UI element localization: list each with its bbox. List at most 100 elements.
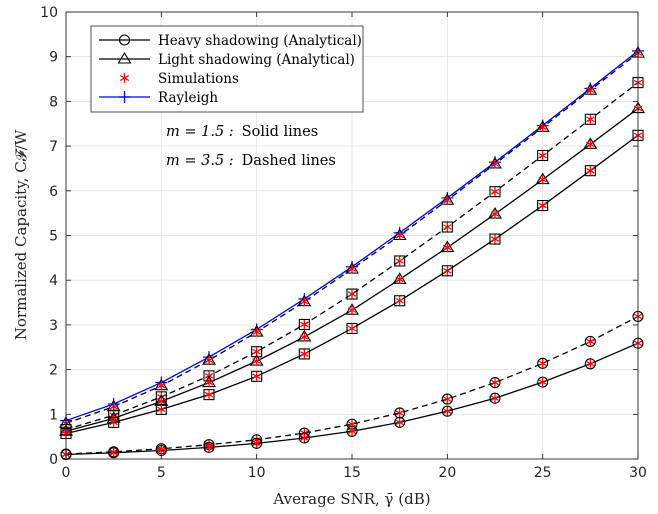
y-axis-label: Normalized Capacity, C𝓕/W bbox=[12, 129, 30, 340]
circle-marker bbox=[346, 425, 358, 437]
simulation-asterisk bbox=[347, 428, 357, 435]
simulation-asterisk bbox=[109, 449, 118, 456]
circle-marker bbox=[537, 357, 549, 369]
y-tick-label: 7 bbox=[49, 139, 58, 155]
simulation-asterisk bbox=[252, 329, 261, 335]
square-marker bbox=[489, 233, 501, 245]
simulation-asterisk bbox=[252, 348, 261, 355]
y-tick-label: 5 bbox=[49, 229, 58, 245]
simulation-asterisk bbox=[443, 197, 452, 203]
annotation-solid-text: Solid lines bbox=[242, 124, 318, 140]
legend-entry-light: Light shadowing (Analytical) bbox=[99, 51, 355, 68]
simulation-asterisk bbox=[538, 152, 547, 159]
simulation-asterisk bbox=[586, 167, 595, 174]
simulation-asterisk bbox=[300, 351, 309, 357]
simulation-asterisk bbox=[538, 360, 547, 367]
simulation-asterisk bbox=[157, 447, 166, 454]
simulation-asterisk bbox=[395, 276, 404, 283]
simulation-asterisk bbox=[157, 406, 166, 413]
simulation-asterisk bbox=[204, 444, 214, 451]
circle-marker bbox=[584, 335, 596, 347]
simulation-asterisk bbox=[490, 161, 500, 167]
simulation-asterisk bbox=[538, 176, 547, 183]
square-marker bbox=[537, 200, 549, 212]
square-marker bbox=[298, 348, 310, 360]
simulation-asterisk bbox=[586, 361, 595, 367]
simulation-asterisk bbox=[347, 325, 357, 332]
axis-ticks: 0 5 10 15 20 25 30 0 1 2 3 4 5 6 7 8 9 10 bbox=[40, 5, 647, 481]
simulation-asterisk bbox=[300, 298, 309, 305]
simulation-asterisk bbox=[395, 232, 404, 239]
simulation-asterisk bbox=[443, 268, 452, 274]
y-tick-label: 10 bbox=[40, 5, 58, 21]
simulation-asterisk bbox=[109, 419, 118, 426]
square-marker bbox=[298, 318, 310, 331]
legend-label-rayleigh: Rayleigh bbox=[158, 90, 218, 106]
square-marker bbox=[584, 165, 596, 177]
simulation-asterisk bbox=[586, 141, 595, 148]
square-marker bbox=[489, 186, 501, 198]
y-tick-label: 6 bbox=[49, 184, 58, 200]
simulation-asterisk bbox=[204, 379, 214, 386]
simulation-asterisk bbox=[300, 321, 309, 328]
simulation-asterisk bbox=[586, 116, 595, 123]
simulation-asterisk bbox=[395, 258, 404, 264]
circle-marker bbox=[489, 377, 501, 389]
simulation-asterisk bbox=[252, 358, 261, 364]
svg-text:m = 1.5 :Solid lines: m = 1.5 : Solid lines bbox=[166, 124, 318, 140]
x-tick-label: 0 bbox=[62, 465, 71, 481]
simulation-asterisk bbox=[538, 379, 547, 385]
y-tick-label: 3 bbox=[49, 318, 58, 334]
annotation-dashed-prefix: m = 3.5 : bbox=[166, 153, 234, 169]
x-tick-label: 25 bbox=[534, 465, 552, 481]
circle-marker bbox=[537, 376, 549, 388]
svg-text:m = 3.5 :Dashed lines: m = 3.5 : Dashed lines bbox=[166, 153, 336, 169]
square-marker bbox=[346, 322, 358, 335]
simulation-asterisk bbox=[300, 435, 309, 441]
circle-marker bbox=[108, 447, 120, 459]
square-marker bbox=[394, 255, 406, 267]
legend-circle-marker bbox=[118, 34, 131, 46]
simulation-asterisk bbox=[538, 202, 547, 209]
legend-label-heavy: Heavy shadowing (Analytical) bbox=[158, 33, 362, 49]
simulation-asterisk bbox=[347, 291, 357, 297]
square-marker bbox=[203, 389, 215, 401]
square-marker bbox=[537, 149, 549, 162]
square-marker bbox=[108, 416, 120, 428]
simulation-asterisk bbox=[490, 211, 500, 217]
y-tick-label: 1 bbox=[49, 407, 58, 423]
simulation-asterisk bbox=[347, 266, 357, 272]
annotation-dashed-text: Dashed lines bbox=[242, 153, 336, 169]
series-markers bbox=[59, 44, 645, 461]
simulation-asterisk bbox=[490, 395, 500, 401]
circle-marker bbox=[441, 393, 453, 405]
y-tick-label: 4 bbox=[49, 273, 58, 289]
simulation-asterisk bbox=[252, 440, 261, 447]
simulation-asterisk bbox=[395, 297, 404, 304]
simulation-asterisk bbox=[347, 307, 357, 313]
x-tick-label: 20 bbox=[438, 465, 456, 481]
simulation-asterisk bbox=[490, 188, 500, 195]
circle-marker bbox=[251, 437, 263, 449]
circle-marker bbox=[203, 441, 215, 453]
square-marker bbox=[441, 265, 453, 277]
legend-triangle-marker bbox=[117, 51, 132, 64]
y-tick-label: 0 bbox=[49, 452, 58, 468]
simulation-asterisk bbox=[490, 379, 500, 386]
annotation-solid: m = 1.5 : Solid lines bbox=[166, 124, 318, 140]
circle-marker bbox=[441, 405, 453, 417]
simulation-asterisk bbox=[443, 244, 452, 251]
legend-entry-rayleigh: Rayleigh bbox=[99, 90, 218, 106]
simulation-asterisk bbox=[443, 408, 452, 414]
simulation-asterisk bbox=[586, 338, 595, 345]
simulation-asterisk bbox=[490, 236, 500, 242]
legend-label-simulations: Simulations bbox=[158, 71, 239, 87]
legend-asterisk-marker bbox=[119, 73, 130, 83]
legend: Heavy shadowing (Analytical) Light shado… bbox=[90, 25, 364, 113]
simulation-asterisk bbox=[443, 224, 452, 230]
simulation-asterisk bbox=[204, 391, 214, 398]
square-marker bbox=[346, 288, 358, 300]
simulation-asterisk bbox=[109, 403, 118, 410]
simulation-asterisk bbox=[395, 410, 404, 416]
